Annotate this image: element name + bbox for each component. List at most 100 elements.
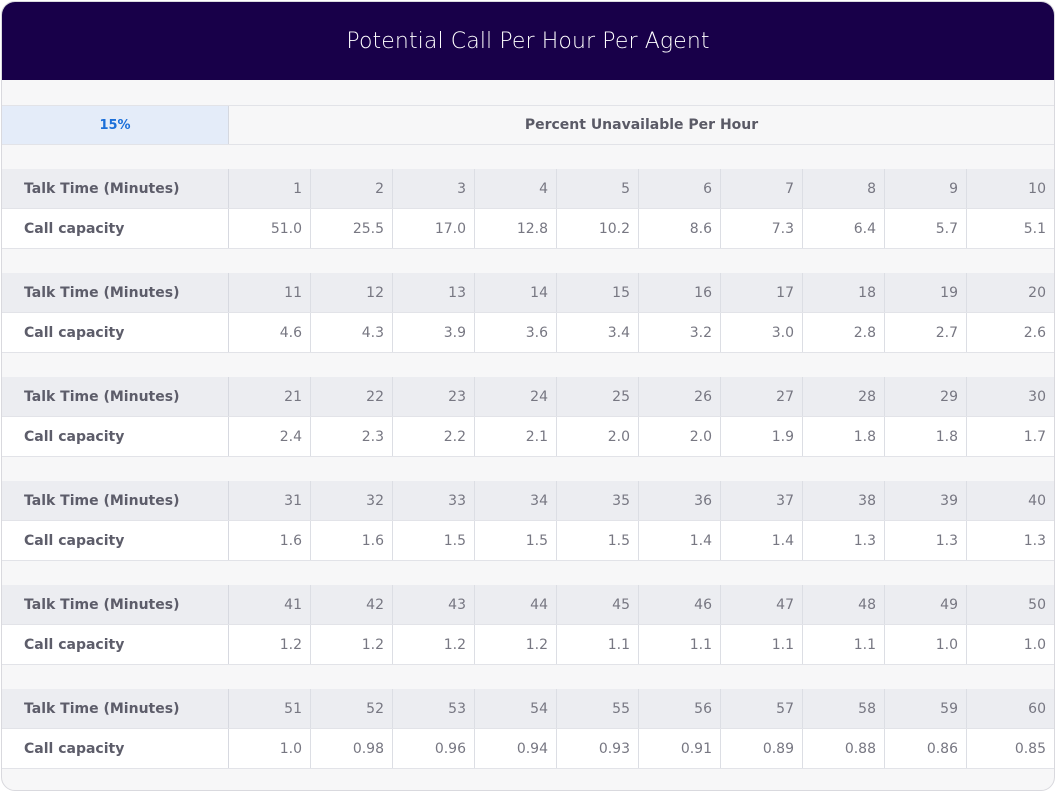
cell-value: 4 <box>539 180 548 197</box>
talk-time-cell: 30 <box>967 377 1054 416</box>
cell-value: 1.5 <box>525 532 548 549</box>
block-spacer <box>2 561 1054 585</box>
talk-time-cell: 14 <box>475 273 557 312</box>
talk-time-cell: 25 <box>557 377 639 416</box>
call-capacity-cell: 2.1 <box>475 417 557 456</box>
cell-value: 52 <box>366 700 384 717</box>
call-capacity-cell: 1.0 <box>967 625 1054 664</box>
talk-time-label: Talk Time (Minutes) <box>2 273 229 312</box>
cell-value: 3.2 <box>689 324 712 341</box>
call-capacity-cell: 1.4 <box>639 521 721 560</box>
talk-time-cell: 2 <box>311 169 393 208</box>
call-capacity-cell: 4.6 <box>229 313 311 352</box>
talk-time-cell: 44 <box>475 585 557 624</box>
call-capacity-label: Call capacity <box>2 625 229 664</box>
call-capacity-cell: 1.7 <box>967 417 1054 456</box>
percent-selector[interactable]: 15% <box>2 106 229 144</box>
cell-value: 54 <box>530 700 548 717</box>
talk-time-cell: 17 <box>721 273 803 312</box>
call-capacity-cell: 0.91 <box>639 729 721 768</box>
talk-time-cell: 29 <box>885 377 967 416</box>
cell-value: 1 <box>293 180 302 197</box>
call-capacity-cell: 17.0 <box>393 209 475 248</box>
cell-value: 1.4 <box>771 532 794 549</box>
talk-time-cell: 12 <box>311 273 393 312</box>
cell-value: 19 <box>940 284 958 301</box>
cell-value: 50 <box>1028 596 1046 613</box>
call-capacity-cell: 1.6 <box>229 521 311 560</box>
call-capacity-row: Call capacity 4.6 4.3 3.9 3.6 3.4 3.2 3.0 2.8 2.7… <box>2 313 1054 353</box>
cell-value: 4.6 <box>279 324 302 341</box>
cell-value: 0.86 <box>926 740 958 757</box>
cell-value: 38 <box>858 492 876 509</box>
call-capacity-row: Call capacity 51.0 25.5 17.0 12.8 10.2 8.6 7.3 6… <box>2 209 1054 249</box>
call-capacity-cell: 3.6 <box>475 313 557 352</box>
call-capacity-cell: 1.8 <box>803 417 885 456</box>
cell-value: 40 <box>1028 492 1046 509</box>
cell-value: 59 <box>940 700 958 717</box>
talk-time-cell: 34 <box>475 481 557 520</box>
cell-value: 1.8 <box>935 428 958 445</box>
cell-value: 24 <box>530 388 548 405</box>
talk-time-cell: 45 <box>557 585 639 624</box>
cell-value: 3 <box>457 180 466 197</box>
talk-time-cell: 43 <box>393 585 475 624</box>
call-capacity-cell: 2.6 <box>967 313 1054 352</box>
call-capacity-cell: 1.3 <box>885 521 967 560</box>
call-capacity-cell: 1.6 <box>311 521 393 560</box>
call-capacity-cell: 3.0 <box>721 313 803 352</box>
call-capacity-cell: 2.7 <box>885 313 967 352</box>
call-capacity-cell: 1.3 <box>803 521 885 560</box>
talk-time-cell: 40 <box>967 481 1054 520</box>
call-capacity-cell: 0.98 <box>311 729 393 768</box>
call-capacity-cell: 5.1 <box>967 209 1054 248</box>
block-spacer <box>2 145 1054 169</box>
talk-time-label: Talk Time (Minutes) <box>2 481 229 520</box>
cell-value: 48 <box>858 596 876 613</box>
cell-value: 39 <box>940 492 958 509</box>
cell-value: 37 <box>776 492 794 509</box>
call-capacity-cell: 1.1 <box>639 625 721 664</box>
cell-value: 11 <box>284 284 302 301</box>
cell-value: 0.98 <box>352 740 384 757</box>
cell-value: 27 <box>776 388 794 405</box>
cell-value: 25 <box>612 388 630 405</box>
talk-time-label: Talk Time (Minutes) <box>2 585 229 624</box>
cell-value: 3.0 <box>771 324 794 341</box>
talk-time-cell: 51 <box>229 689 311 728</box>
call-capacity-cell: 12.8 <box>475 209 557 248</box>
talk-time-cell: 4 <box>475 169 557 208</box>
talk-time-cell: 42 <box>311 585 393 624</box>
cell-value: 2.2 <box>443 428 466 445</box>
talk-time-cell: 5 <box>557 169 639 208</box>
cell-value: 15 <box>612 284 630 301</box>
cell-value: 5.1 <box>1023 220 1046 237</box>
call-capacity-cell: 2.2 <box>393 417 475 456</box>
cell-value: 20 <box>1028 284 1046 301</box>
cell-value: 29 <box>940 388 958 405</box>
call-capacity-cell: 1.5 <box>557 521 639 560</box>
cell-value: 43 <box>448 596 466 613</box>
cell-value: 16 <box>694 284 712 301</box>
cell-value: 21 <box>284 388 302 405</box>
talk-time-cell: 18 <box>803 273 885 312</box>
cell-value: 12.8 <box>516 220 548 237</box>
capacity-table: Talk Time (Minutes) 1 2 3 4 5 6 7 8 9 10 Call capac… <box>2 145 1054 769</box>
talk-time-cell: 56 <box>639 689 721 728</box>
cell-value: 1.2 <box>361 636 384 653</box>
cell-value: 1.0 <box>935 636 958 653</box>
cell-value: 1.2 <box>279 636 302 653</box>
cell-value: 1.5 <box>443 532 466 549</box>
call-capacity-cell: 1.5 <box>393 521 475 560</box>
talk-time-cell: 32 <box>311 481 393 520</box>
cell-value: 2.0 <box>689 428 712 445</box>
talk-time-cell: 20 <box>967 273 1054 312</box>
talk-time-cell: 16 <box>639 273 721 312</box>
cell-value: 51.0 <box>270 220 302 237</box>
call-capacity-cell: 3.4 <box>557 313 639 352</box>
percent-unavailable-label: Percent Unavailable Per Hour <box>524 117 759 133</box>
talk-time-cell: 19 <box>885 273 967 312</box>
call-capacity-cell: 1.2 <box>229 625 311 664</box>
talk-time-cell: 54 <box>475 689 557 728</box>
talk-time-cell: 22 <box>311 377 393 416</box>
